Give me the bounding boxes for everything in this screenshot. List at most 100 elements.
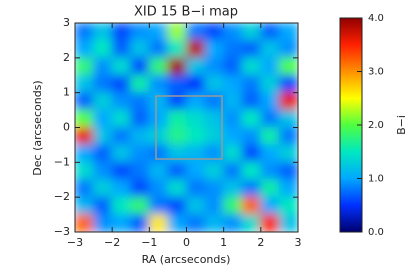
cell [130, 196, 150, 216]
cell [167, 92, 187, 111]
cell [186, 92, 206, 111]
cell [241, 57, 262, 76]
cell [204, 127, 225, 146]
cell [186, 196, 206, 216]
cell [204, 74, 225, 94]
cell [148, 74, 169, 94]
cell [75, 109, 95, 128]
colorbar-tick-label: 2.0 [368, 120, 384, 131]
cell [186, 161, 206, 181]
cell [93, 144, 113, 163]
cell [111, 161, 132, 181]
cell [278, 127, 298, 146]
cell [75, 57, 95, 76]
cell [260, 23, 280, 41]
cell [130, 92, 150, 111]
cell [111, 23, 132, 41]
cell [186, 144, 206, 163]
y-tick-label: −3 [54, 225, 70, 238]
cell [148, 196, 169, 216]
cell [167, 144, 187, 163]
colorbar-tick-label: 4.0 [368, 13, 384, 24]
cell [241, 127, 262, 146]
cell [278, 179, 298, 198]
cell [278, 74, 298, 94]
x-tick-label: 2 [257, 236, 264, 249]
cell [241, 161, 262, 181]
cell [167, 179, 187, 198]
cell [148, 109, 169, 128]
cell [241, 74, 262, 94]
cell [75, 214, 95, 232]
cell [130, 127, 150, 146]
y-axis-label: Dec (arcseconds) [31, 80, 44, 175]
cell [241, 196, 262, 216]
cell [167, 57, 187, 76]
cell [111, 144, 132, 163]
cell [241, 92, 262, 111]
cell [111, 74, 132, 94]
cell [223, 39, 243, 59]
chart-title: XID 15 B−i map [134, 5, 238, 20]
cell [241, 144, 262, 163]
cell [167, 161, 187, 181]
cell [130, 144, 150, 163]
x-tick-label: 0 [183, 236, 190, 249]
cell [278, 144, 298, 163]
cell [111, 109, 132, 128]
cells [75, 23, 298, 232]
cell [75, 127, 95, 146]
cell [167, 214, 187, 232]
cell [260, 161, 280, 181]
colorbar-tick-label: 0.0 [368, 227, 384, 238]
cell [167, 109, 187, 128]
cell [130, 179, 150, 198]
cell [204, 23, 225, 41]
cell [148, 214, 169, 232]
x-tick-label: −2 [104, 236, 120, 249]
cell [93, 23, 113, 41]
cell [111, 214, 132, 232]
cell [130, 161, 150, 181]
x-tick-label: −1 [141, 236, 157, 249]
colorbar-tick-label: 3.0 [368, 67, 384, 78]
cell [75, 23, 95, 41]
x-axis-label: RA (arcseconds) [142, 253, 231, 266]
cell [167, 23, 187, 41]
cell [93, 92, 113, 111]
cell [278, 109, 298, 128]
cell [260, 214, 280, 232]
cell [111, 196, 132, 216]
cell [111, 39, 132, 59]
zoom-box [155, 95, 223, 160]
cell [223, 57, 243, 76]
cell [111, 179, 132, 198]
cell [75, 179, 95, 198]
cell [223, 109, 243, 128]
cell [93, 57, 113, 76]
cell [93, 74, 113, 94]
cell [223, 196, 243, 216]
cell [223, 161, 243, 181]
cell [186, 57, 206, 76]
cell [148, 57, 169, 76]
cell [130, 23, 150, 41]
cell [278, 214, 298, 232]
cell [186, 74, 206, 94]
cell [241, 39, 262, 59]
cell [186, 109, 206, 128]
y-tick-label: 2 [63, 51, 70, 64]
ticks: −3 −2 −1 0 1 2 3 −3 −2 −1 0 1 2 3 0.0 1.0 2.0 3.0 4.0 [54, 13, 384, 249]
cell [186, 23, 206, 41]
cell [111, 92, 132, 111]
cell [75, 161, 95, 181]
cell [111, 57, 132, 76]
cell [260, 196, 280, 216]
cell [93, 179, 113, 198]
cell [241, 214, 262, 232]
cell [186, 39, 206, 59]
cell [260, 127, 280, 146]
cell [223, 214, 243, 232]
cell [130, 109, 150, 128]
